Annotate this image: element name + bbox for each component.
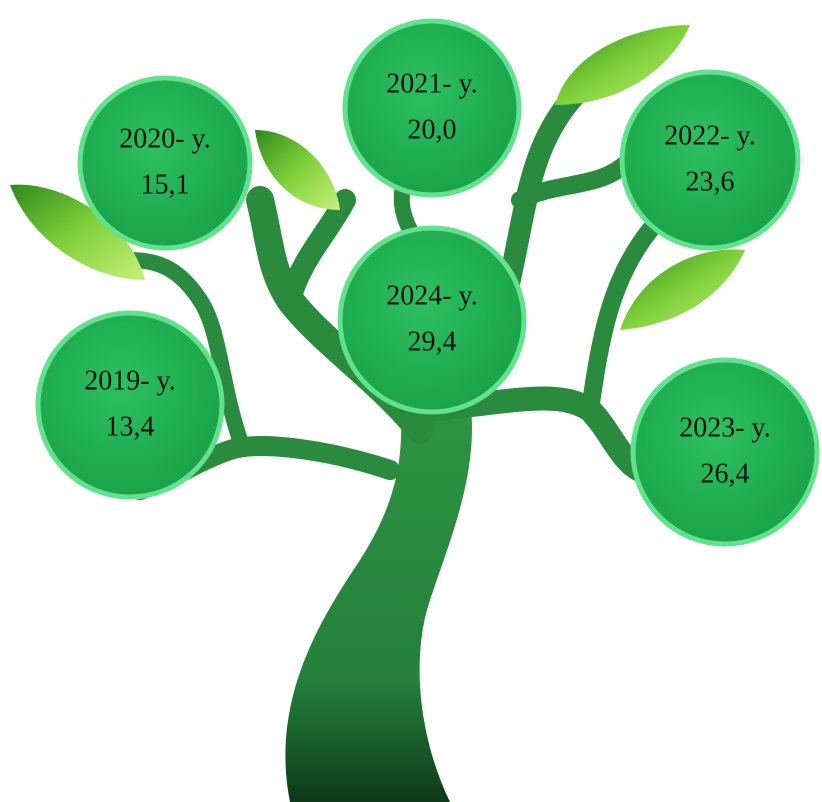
leaf [10,184,145,280]
year-node: 2023- y. 26,4 [630,357,820,547]
node-value: 29,4 [408,326,457,357]
trunk [285,400,472,802]
year-node: 2024- y. 29,4 [337,225,527,415]
year-node: 2020- y. 15,1 [77,75,253,251]
node-year: 2024- y. [386,280,478,311]
year-node: 2019- y. 13,4 [35,310,225,500]
tree [10,25,745,802]
node-value: 15,1 [141,169,190,200]
leaf [255,130,340,210]
node-value: 13,4 [106,411,155,442]
leaf [555,25,690,105]
node-circle [77,75,253,251]
node-year: 2022- y. [664,120,756,151]
node-circle [342,18,522,198]
node-year: 2019- y. [84,365,176,396]
leaves [10,25,745,330]
leaf [620,249,745,330]
node-year: 2020- y. [119,123,211,154]
node-value: 20,0 [408,114,457,145]
node-circle [35,310,225,500]
node-circle [337,225,527,415]
node-value: 26,4 [701,458,750,489]
node-year: 2021- y. [386,68,478,99]
year-node: 2022- y. 23,6 [619,69,801,251]
year-node: 2021- y. 20,0 [342,18,522,198]
node-year: 2023- y. [679,412,771,443]
node-value: 23,6 [686,166,735,197]
node-circle [619,69,801,251]
node-circle [630,357,820,547]
year-nodes: 2019- y. 13,4 2020- y. 15,1 2021- y. 20,0 2022… [35,18,820,547]
